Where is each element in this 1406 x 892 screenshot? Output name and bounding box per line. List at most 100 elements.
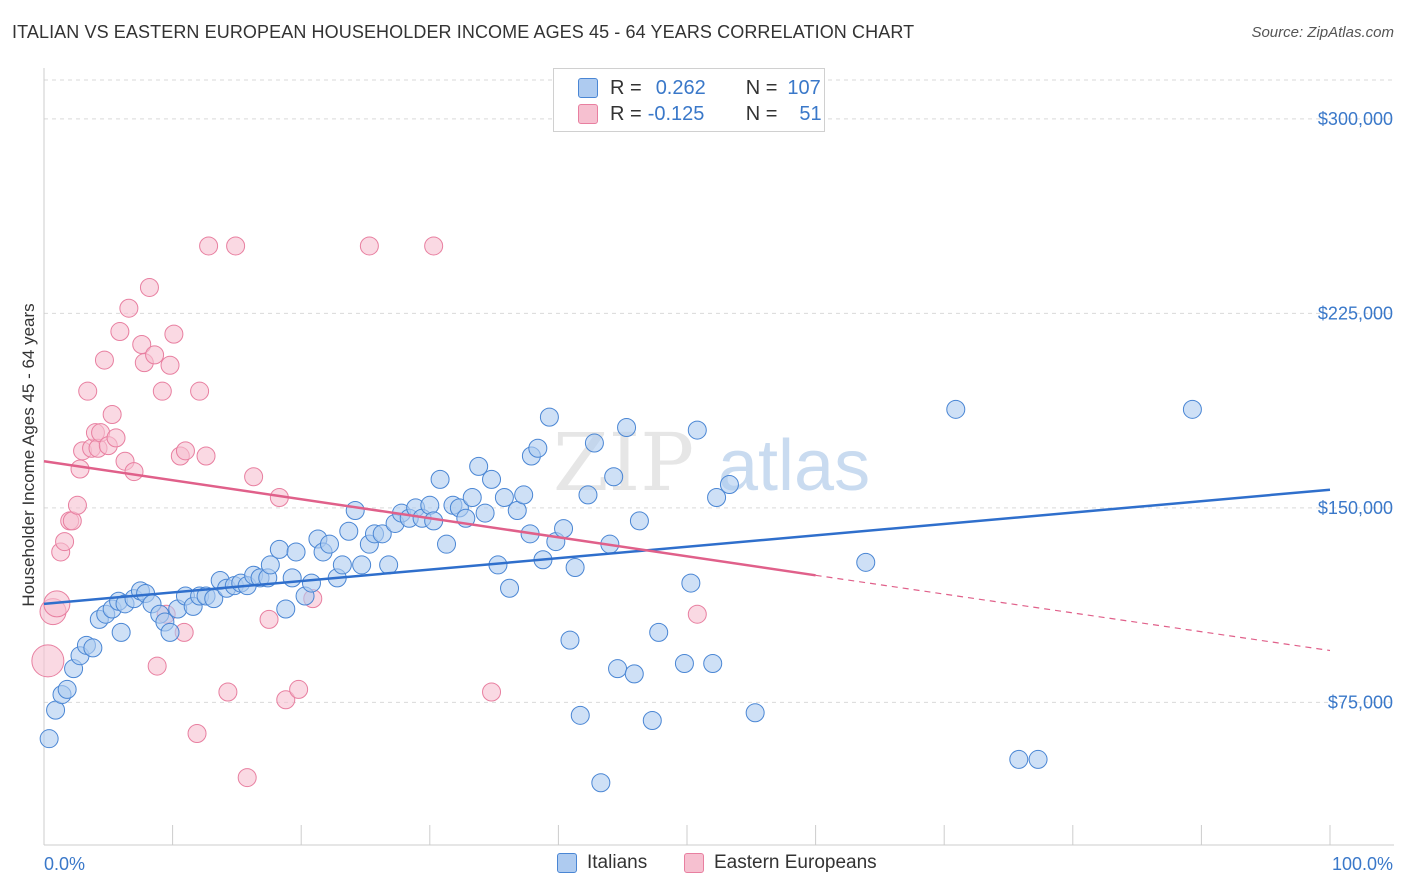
eastern-swatch: [684, 853, 704, 873]
italian-point: [560, 630, 580, 650]
eastern-point: [237, 768, 257, 788]
italian-point: [83, 638, 103, 658]
zipatlas-watermark: ZIP atlas: [553, 416, 870, 509]
italians-swatch: [557, 853, 577, 873]
eastern-point: [152, 381, 172, 401]
eastern-point: [424, 236, 444, 256]
italian-point: [856, 552, 876, 572]
x-tick-label-min: 0.0%: [44, 854, 85, 874]
italian-point: [482, 469, 502, 489]
source-credit: Source: ZipAtlas.com: [1251, 24, 1394, 41]
eastern-point: [147, 656, 167, 676]
eastern-point: [124, 462, 144, 482]
eastern-point: [102, 405, 122, 425]
grid-lines: [44, 79, 1394, 703]
eastern-point: [106, 428, 126, 448]
italian-point: [681, 573, 701, 593]
eastern-trend-line: [43, 459, 816, 577]
italian-point: [269, 539, 289, 559]
italian-point: [591, 773, 611, 793]
x-tick-label-max: 100.0%: [1332, 854, 1393, 874]
italian-point: [379, 555, 399, 575]
italian-point: [430, 469, 450, 489]
eastern-point: [244, 467, 264, 487]
italian-point: [352, 555, 372, 575]
eastern-point: [67, 495, 87, 515]
legend-r-value: -0.125: [647, 102, 705, 125]
italian-point: [339, 521, 359, 541]
legend-n-value: 51: [799, 102, 822, 125]
italian-point: [437, 534, 457, 554]
eastern-point: [196, 446, 216, 466]
italians-label: Italians: [587, 852, 648, 873]
italian-point: [462, 488, 482, 508]
eastern-europeans-points: [31, 236, 707, 788]
eastern-label: Eastern Europeans: [714, 852, 877, 873]
eastern-point: [359, 236, 379, 256]
eastern-point: [289, 679, 309, 699]
italian-point: [604, 467, 624, 487]
watermark-atlas: atlas: [718, 426, 870, 506]
italian-point: [282, 568, 302, 588]
italian-point: [539, 407, 559, 427]
italian-point: [624, 664, 644, 684]
italian-point: [629, 511, 649, 531]
italian-point: [286, 542, 306, 562]
italian-point: [469, 456, 489, 476]
eastern-point: [187, 723, 207, 743]
italian-point: [332, 555, 352, 575]
italian-point: [319, 534, 339, 554]
trend-lines: [43, 459, 1331, 652]
eastern-point: [55, 532, 75, 552]
italian-point: [565, 558, 585, 578]
italian-point: [301, 573, 321, 593]
italian-point: [707, 488, 727, 508]
italian-point: [674, 653, 694, 673]
italian-point: [703, 653, 723, 673]
eastern-point: [226, 236, 246, 256]
legend-r-label: R =: [610, 102, 642, 125]
italian-point: [570, 705, 590, 725]
italian-point: [617, 417, 637, 437]
eastern-point: [132, 335, 152, 355]
italian-point: [1028, 749, 1048, 769]
italian-point: [260, 555, 280, 575]
legend-item-eastern: Eastern Europeans: [684, 852, 877, 874]
correlation-legend: R = 0.262 N = 107 R = -0.125 N = 51: [553, 68, 825, 132]
italian-point: [642, 711, 662, 731]
eastern-point: [199, 236, 219, 256]
blue-swatch: [578, 78, 598, 98]
series-legend: Italians Eastern Europeans: [0, 852, 1406, 878]
eastern-point: [139, 277, 159, 297]
eastern-point: [164, 324, 184, 344]
eastern-point: [160, 355, 180, 375]
italian-point: [719, 475, 739, 495]
y-tick-label: $225,000: [1318, 303, 1393, 323]
legend-n-value: 107: [787, 76, 821, 99]
italian-point: [372, 524, 392, 544]
legend-n-label: N =: [745, 102, 778, 125]
legend-item-italians: Italians: [557, 852, 647, 874]
italian-point: [1182, 399, 1202, 419]
italian-point: [160, 622, 180, 642]
legend-r-label: R =: [610, 76, 642, 99]
legend-row-eastern: R = -0.125 N = 51: [578, 101, 822, 127]
eastern-point: [31, 644, 65, 678]
italian-point: [687, 420, 707, 440]
italian-point: [946, 399, 966, 419]
italian-point: [500, 578, 520, 598]
eastern-point: [94, 350, 114, 370]
italian-point: [475, 503, 495, 523]
italian-point: [514, 485, 534, 505]
italian-point: [528, 438, 548, 458]
legend-n-label: N =: [745, 76, 778, 99]
legend-r-value: 0.262: [655, 76, 706, 99]
italian-point: [578, 485, 598, 505]
pink-swatch: [578, 104, 598, 124]
tick-labels: $75,000 $150,000 $225,000 $300,000 0.0% 100.0…: [44, 109, 1393, 874]
eastern-point: [190, 381, 210, 401]
eastern-point: [259, 609, 279, 629]
axes: [43, 68, 1394, 846]
italian-point: [1009, 749, 1029, 769]
